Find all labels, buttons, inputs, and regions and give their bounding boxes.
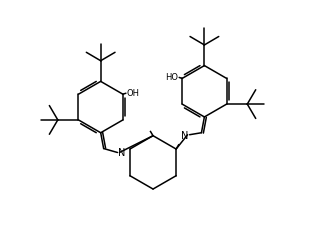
Text: N: N (181, 130, 188, 140)
Text: HO: HO (165, 73, 178, 82)
Text: OH: OH (127, 88, 140, 97)
Text: N: N (118, 148, 126, 158)
